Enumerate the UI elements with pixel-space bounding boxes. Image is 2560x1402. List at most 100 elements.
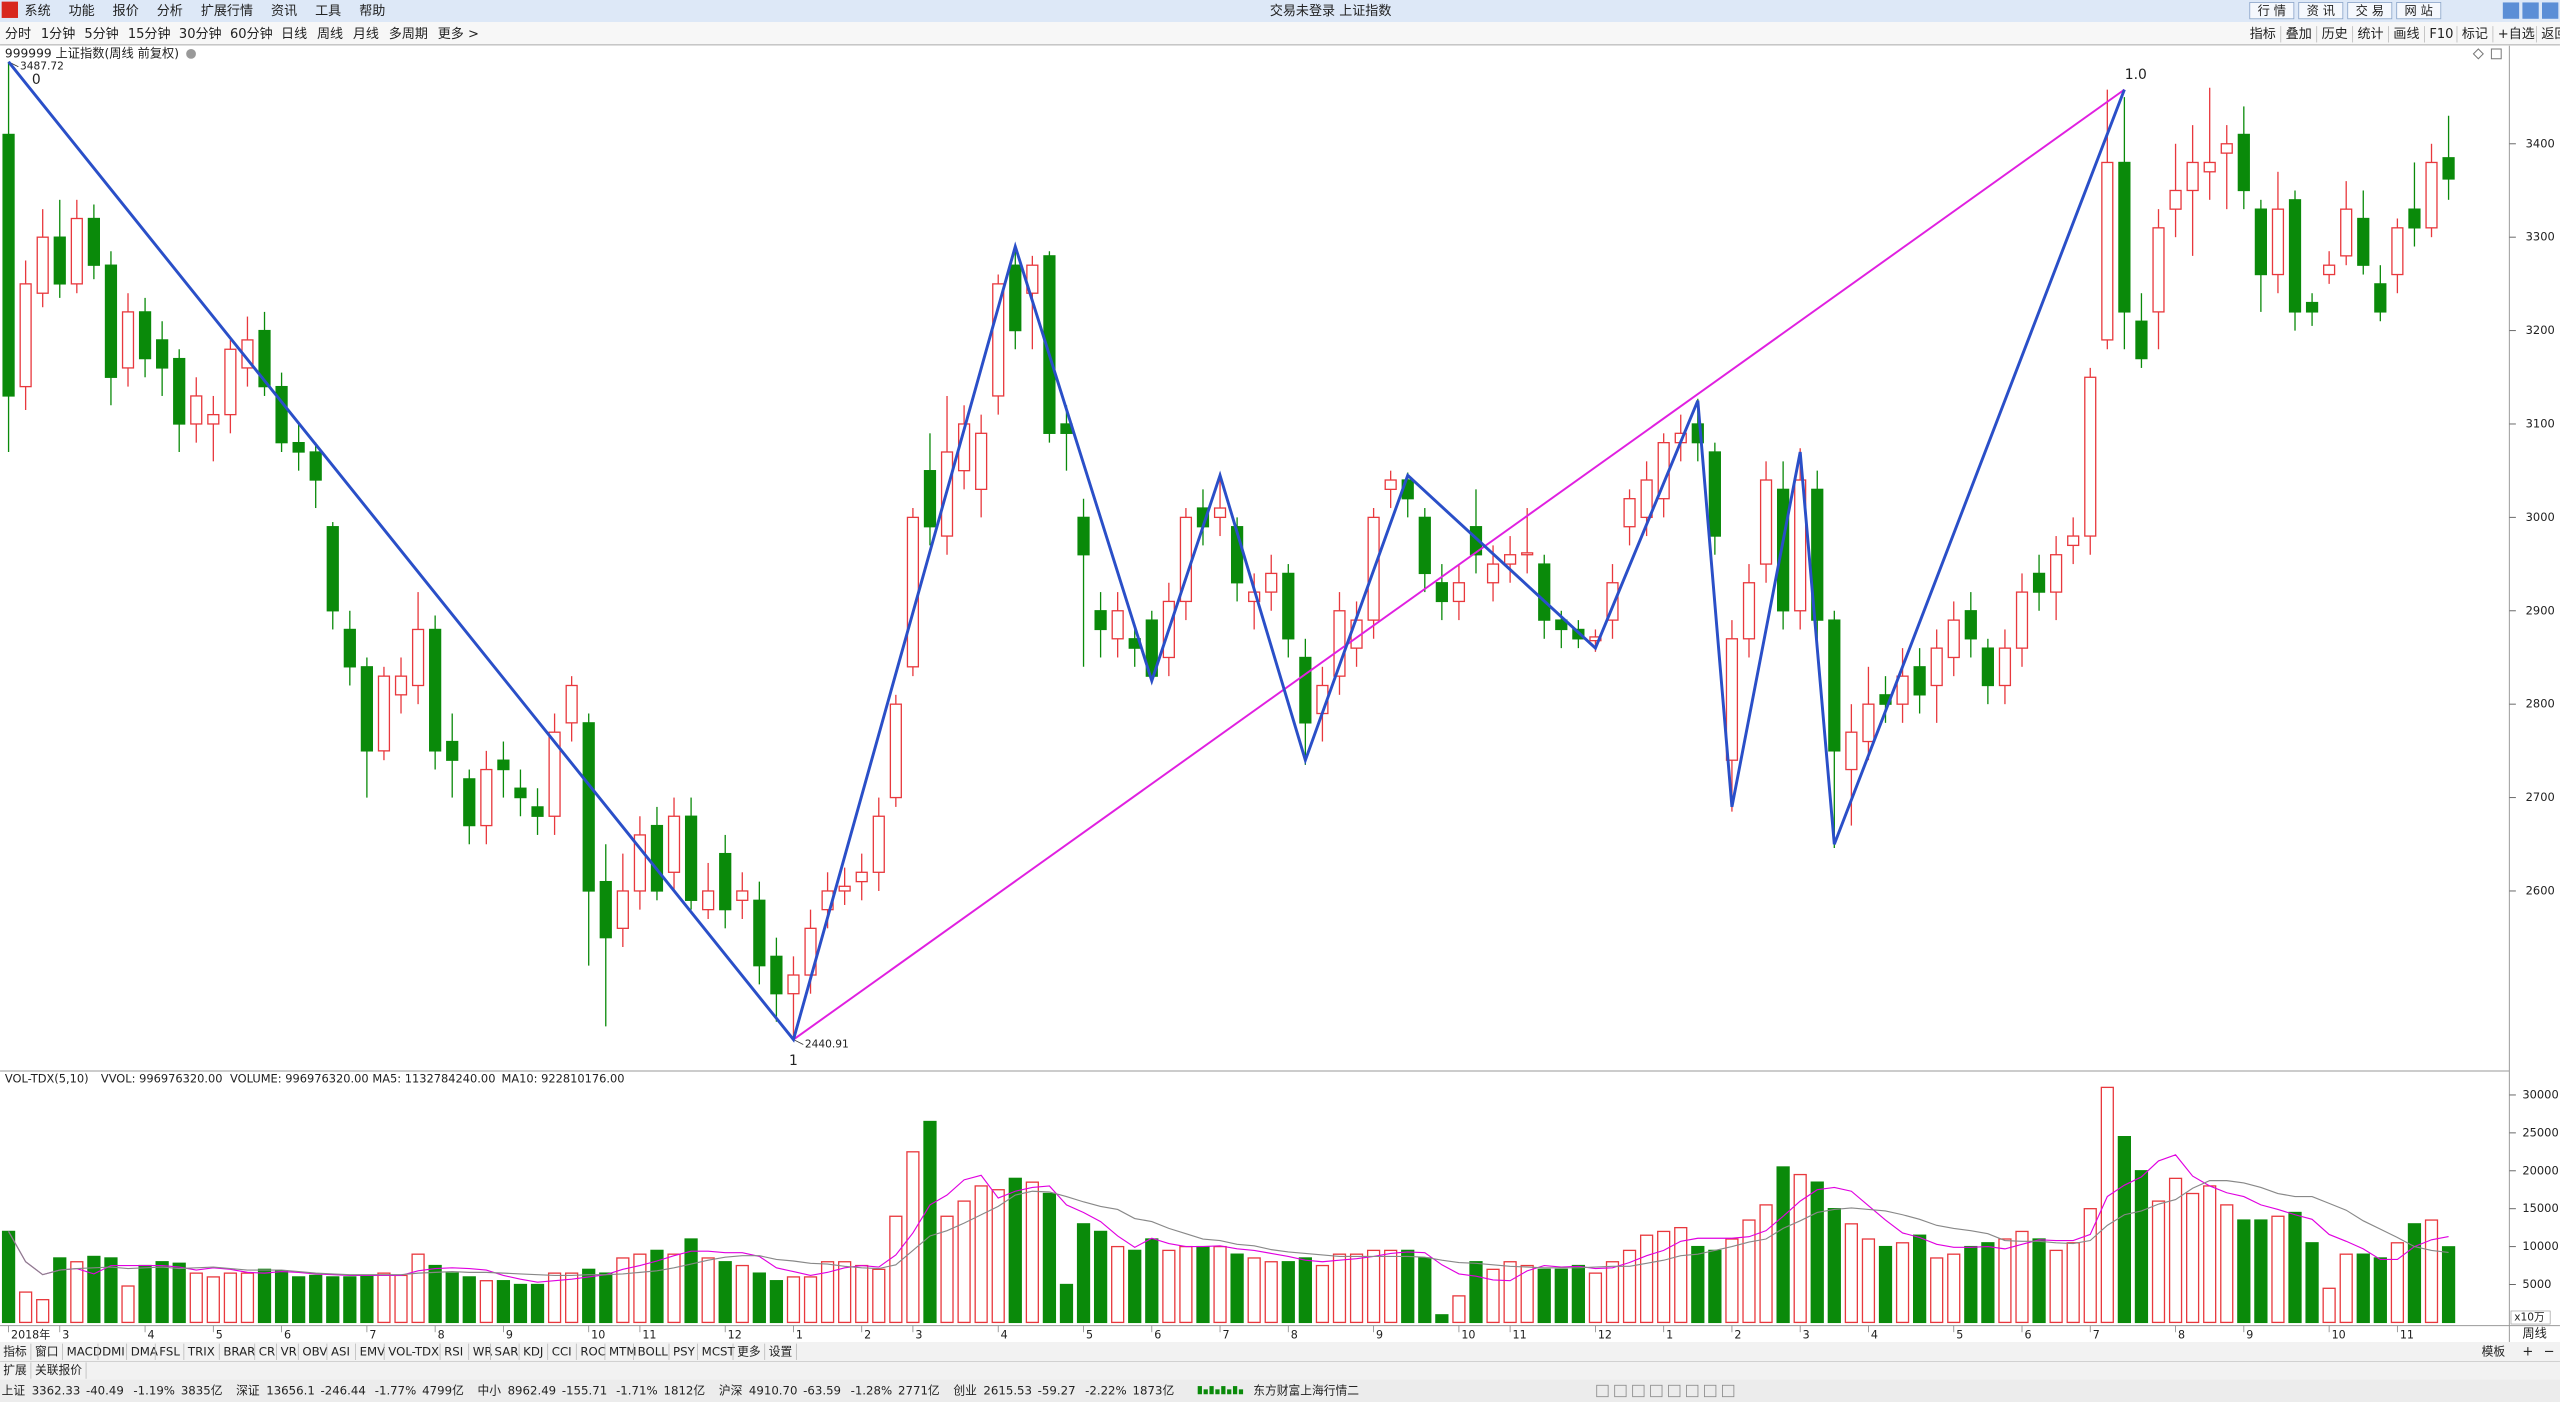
indicator-tab[interactable]: SAR bbox=[495, 1344, 519, 1358]
status-icon[interactable] bbox=[1704, 1384, 1717, 1398]
sub-tab[interactable]: 关联报价 bbox=[35, 1363, 82, 1377]
volume-bar bbox=[1298, 1257, 1312, 1324]
candle-body bbox=[1811, 488, 1824, 621]
volume-bar bbox=[1145, 1238, 1159, 1324]
indicator-tab[interactable]: DMA bbox=[131, 1344, 158, 1358]
period-tab[interactable]: 15分钟 bbox=[128, 26, 171, 42]
volume-bar bbox=[1742, 1219, 1756, 1324]
top-button[interactable]: 网 站 bbox=[2405, 4, 2433, 18]
period-tab[interactable]: 5分钟 bbox=[84, 26, 118, 42]
template-button[interactable]: 模板 bbox=[2482, 1344, 2506, 1358]
volume-bar bbox=[1537, 1268, 1551, 1324]
status-amount: 2771亿 bbox=[898, 1383, 940, 1397]
indicator-tab[interactable]: 窗口 bbox=[35, 1344, 59, 1358]
indicator-tab[interactable]: OBV bbox=[302, 1344, 327, 1358]
menu-item[interactable]: 扩展行情 bbox=[201, 4, 253, 19]
top-button-frame[interactable] bbox=[2298, 2, 2344, 20]
indicator-tab[interactable]: EMV bbox=[360, 1344, 386, 1358]
candle-body bbox=[2101, 161, 2114, 341]
status-icon[interactable] bbox=[1650, 1384, 1663, 1398]
remove-window-button[interactable]: − bbox=[2544, 1344, 2555, 1359]
maximize-button[interactable] bbox=[2522, 2, 2539, 19]
status-icon[interactable] bbox=[1668, 1384, 1681, 1398]
menu-item[interactable]: 分析 bbox=[157, 4, 183, 19]
close-button[interactable] bbox=[2542, 2, 2559, 19]
period-tab[interactable]: 月线 bbox=[353, 27, 379, 42]
candle-body bbox=[889, 703, 902, 799]
menu-item[interactable]: 工具 bbox=[315, 4, 341, 19]
tool-button[interactable]: 指标 bbox=[2250, 27, 2276, 42]
indicator-tab[interactable]: 更多 bbox=[737, 1344, 761, 1358]
tool-button[interactable]: +自选 bbox=[2498, 27, 2535, 42]
top-button[interactable]: 资 讯 bbox=[2307, 4, 2335, 18]
candle-body bbox=[1555, 619, 1568, 631]
indicator-tab[interactable]: BOLL bbox=[638, 1344, 669, 1358]
status-icon[interactable] bbox=[1632, 1384, 1645, 1398]
volume-bar bbox=[1315, 1264, 1330, 1324]
indicator-tab[interactable]: ROC bbox=[580, 1344, 606, 1358]
indicator-tab[interactable]: DMI bbox=[102, 1344, 125, 1358]
top-button-frame[interactable] bbox=[2249, 2, 2295, 20]
indicator-tab[interactable]: MCST bbox=[702, 1344, 736, 1358]
top-button[interactable]: 行 情 bbox=[2258, 4, 2286, 18]
menu-item[interactable]: 报价 bbox=[113, 4, 139, 19]
indicator-tab[interactable]: 设置 bbox=[769, 1344, 793, 1358]
indicator-tab[interactable]: FSL bbox=[159, 1344, 180, 1358]
period-tab[interactable]: 30分钟 bbox=[179, 26, 222, 42]
period-tab[interactable]: 更多 > bbox=[438, 26, 479, 42]
tool-button[interactable]: 画线 bbox=[2393, 27, 2419, 42]
add-window-button[interactable]: + bbox=[2522, 1344, 2533, 1359]
tool-button[interactable]: F10 bbox=[2429, 27, 2453, 42]
period-tab[interactable]: 分时 bbox=[5, 27, 31, 42]
volume-bar bbox=[1639, 1234, 1654, 1324]
indicator-tab[interactable]: VOL-TDX bbox=[388, 1344, 439, 1358]
status-icon[interactable] bbox=[1686, 1384, 1699, 1398]
y-tick-label: 15000 bbox=[2522, 1201, 2558, 1215]
candle-body bbox=[446, 740, 459, 761]
sub-tab[interactable]: 扩展 bbox=[3, 1363, 27, 1377]
candle-body bbox=[156, 339, 169, 369]
menu-item[interactable]: 资讯 bbox=[271, 4, 297, 19]
x-tick-label: 9 bbox=[506, 1328, 513, 1341]
volume-bar bbox=[2066, 1242, 2080, 1324]
top-button-frame[interactable] bbox=[2347, 2, 2393, 20]
menu-item[interactable]: 系统 bbox=[25, 4, 51, 19]
minimize-button[interactable] bbox=[2502, 2, 2520, 19]
indicator-tab[interactable]: VR bbox=[281, 1344, 297, 1358]
top-button[interactable]: 交 易 bbox=[2356, 3, 2384, 18]
period-tab[interactable]: 1分钟 bbox=[41, 26, 75, 42]
indicator-tab[interactable]: KDJ bbox=[523, 1344, 543, 1358]
period-tab[interactable]: 60分钟 bbox=[230, 26, 273, 42]
indicator-tab[interactable]: CR bbox=[259, 1344, 275, 1358]
indicator-tab[interactable]: TRIX bbox=[187, 1344, 215, 1358]
tool-button[interactable]: 标记 bbox=[2462, 27, 2488, 42]
status-icon[interactable] bbox=[1596, 1384, 1609, 1398]
indicator-tab[interactable]: MTM bbox=[609, 1344, 636, 1358]
unit-frame bbox=[2510, 1310, 2551, 1325]
menu-item[interactable]: 功能 bbox=[69, 4, 95, 19]
indicator-tab[interactable]: BRAR bbox=[223, 1344, 255, 1358]
tool-button[interactable]: 统计 bbox=[2358, 27, 2384, 42]
chart-settings-icon[interactable] bbox=[186, 48, 196, 59]
indicator-tab[interactable]: RSI bbox=[444, 1344, 463, 1358]
period-tab[interactable]: 周线 bbox=[317, 27, 343, 42]
status-icon[interactable] bbox=[1614, 1384, 1627, 1398]
tool-button[interactable]: 历史 bbox=[2322, 27, 2348, 42]
candle-body bbox=[992, 283, 1005, 397]
indicator-tab[interactable]: MACD bbox=[67, 1344, 102, 1358]
indicator-tab[interactable]: WR bbox=[473, 1344, 493, 1358]
status-icon[interactable] bbox=[1722, 1384, 1735, 1398]
candle-body bbox=[906, 516, 920, 668]
indicator-tab[interactable]: ASI bbox=[331, 1344, 350, 1358]
volume-bar bbox=[752, 1272, 766, 1324]
indicator-tab[interactable]: PSY bbox=[673, 1344, 696, 1358]
menu-item[interactable]: 帮助 bbox=[359, 4, 385, 19]
period-tab[interactable]: 多周期 bbox=[389, 26, 428, 42]
chart-tools-icons[interactable] bbox=[2472, 48, 2502, 60]
indicator-tab[interactable]: CCI bbox=[552, 1344, 572, 1358]
top-button-frame[interactable] bbox=[2396, 2, 2442, 20]
tool-button[interactable]: 返回 bbox=[2541, 27, 2560, 42]
period-tab[interactable]: 日线 bbox=[281, 27, 307, 42]
tool-button[interactable]: 叠加 bbox=[2286, 27, 2312, 42]
indicator-tab[interactable]: 指标 bbox=[3, 1344, 27, 1358]
